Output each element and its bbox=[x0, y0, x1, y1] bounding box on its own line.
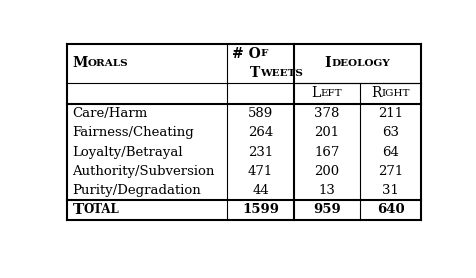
Text: 231: 231 bbox=[248, 145, 273, 158]
Text: 271: 271 bbox=[378, 165, 403, 178]
Text: 44: 44 bbox=[252, 184, 269, 197]
Text: 200: 200 bbox=[314, 165, 339, 178]
Text: L: L bbox=[311, 86, 321, 100]
Text: DEOLOGY: DEOLOGY bbox=[331, 59, 390, 68]
Text: IGHT: IGHT bbox=[382, 89, 410, 98]
Text: R: R bbox=[371, 86, 382, 100]
Text: Authority/Subversion: Authority/Subversion bbox=[72, 165, 215, 178]
Text: F: F bbox=[260, 49, 268, 58]
Text: Loyalty/Betrayal: Loyalty/Betrayal bbox=[72, 145, 183, 158]
Text: 13: 13 bbox=[318, 184, 336, 197]
Text: M: M bbox=[72, 56, 88, 70]
Text: 589: 589 bbox=[248, 107, 273, 120]
Text: 264: 264 bbox=[248, 126, 273, 139]
Text: 64: 64 bbox=[382, 145, 399, 158]
Text: 1599: 1599 bbox=[242, 203, 279, 217]
Text: # O: # O bbox=[232, 47, 260, 61]
Text: Fairness/Cheating: Fairness/Cheating bbox=[72, 126, 194, 139]
Text: 378: 378 bbox=[314, 107, 340, 120]
Text: Care/Harm: Care/Harm bbox=[72, 107, 148, 120]
Text: OTAL: OTAL bbox=[84, 203, 119, 217]
Text: 640: 640 bbox=[377, 203, 405, 217]
Text: 471: 471 bbox=[248, 165, 273, 178]
Text: ORALS: ORALS bbox=[88, 59, 129, 68]
Text: Purity/Degradation: Purity/Degradation bbox=[72, 184, 201, 197]
Text: 31: 31 bbox=[382, 184, 399, 197]
Text: EFT: EFT bbox=[321, 89, 342, 98]
Text: WEETS: WEETS bbox=[260, 68, 303, 78]
Text: 63: 63 bbox=[382, 126, 399, 139]
Text: 211: 211 bbox=[378, 107, 403, 120]
Text: T: T bbox=[72, 203, 84, 217]
Text: 167: 167 bbox=[314, 145, 340, 158]
Text: T: T bbox=[250, 66, 260, 80]
Text: 201: 201 bbox=[314, 126, 339, 139]
Text: I: I bbox=[325, 56, 331, 70]
Text: 959: 959 bbox=[313, 203, 341, 217]
